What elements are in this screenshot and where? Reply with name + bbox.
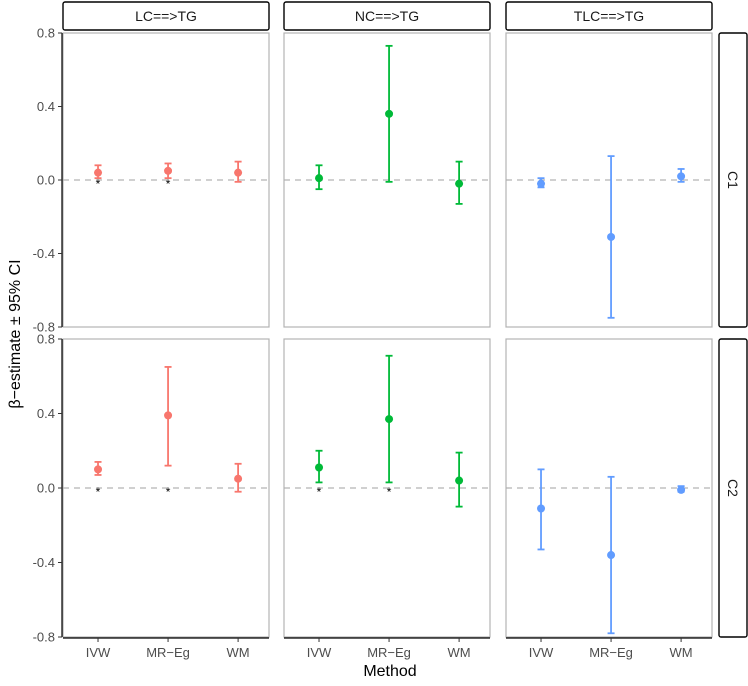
estimate-point [677, 172, 686, 181]
estimate-point [455, 476, 464, 485]
row-strip-label: C1 [725, 171, 741, 189]
estimate-point [537, 504, 546, 513]
x-tick-label: IVW [529, 645, 554, 660]
significance-star: * [96, 177, 101, 191]
facet-strip-label: TLC==>TG [574, 8, 644, 24]
row-strip-label: C2 [725, 479, 741, 497]
estimate-point [234, 168, 243, 177]
estimate-point [234, 474, 243, 483]
estimate-point [315, 174, 324, 183]
x-tick-label: MR−Eg [146, 645, 190, 660]
estimate-point [677, 485, 686, 494]
x-tick-label: MR−Eg [367, 645, 411, 660]
facet-strip-label: NC==>TG [355, 8, 419, 24]
y-tick-label: -0.8 [33, 630, 55, 645]
estimate-point [94, 168, 103, 177]
y-tick-label: 0.4 [37, 99, 55, 114]
row-strip-0 [718, 32, 748, 328]
row-strip-1 [718, 338, 748, 638]
x-tick-label: WM [448, 645, 471, 660]
estimate-point [537, 179, 546, 188]
x-tick-label: IVW [307, 645, 332, 660]
x-axis-title: Method [363, 663, 416, 680]
y-axis-title: β−estimate ± 95% CI [7, 259, 24, 408]
estimate-point [315, 463, 324, 472]
significance-star: * [166, 177, 171, 191]
significance-star: * [387, 485, 392, 499]
estimate-point [385, 415, 394, 424]
x-tick-label: WM [227, 645, 250, 660]
estimate-point [164, 411, 173, 420]
y-tick-label: 0.4 [37, 406, 55, 421]
y-tick-label: 0.0 [37, 173, 55, 188]
y-tick-label: -0.8 [33, 320, 55, 335]
x-tick-label: MR−Eg [589, 645, 633, 660]
y-tick-label: 0.0 [37, 481, 55, 496]
facet-strip-2 [505, 1, 713, 31]
significance-star: * [166, 485, 171, 499]
y-tick-label: 0.8 [37, 26, 55, 41]
facet-strip-1 [283, 1, 491, 31]
y-tick-label: -0.4 [33, 555, 55, 570]
x-tick-label: WM [670, 645, 693, 660]
x-tick-label: IVW [86, 645, 111, 660]
facet-strip-0 [62, 1, 270, 31]
estimate-point [607, 551, 616, 560]
significance-star: * [96, 485, 101, 499]
y-tick-label: 0.8 [37, 332, 55, 347]
facet-strip-label: LC==>TG [135, 8, 197, 24]
estimate-point [94, 465, 103, 474]
estimate-point [164, 166, 173, 175]
estimate-point [607, 232, 616, 241]
estimate-point [385, 109, 394, 118]
y-tick-label: -0.4 [33, 246, 55, 261]
significance-star: * [317, 485, 322, 499]
estimate-point [455, 179, 464, 188]
